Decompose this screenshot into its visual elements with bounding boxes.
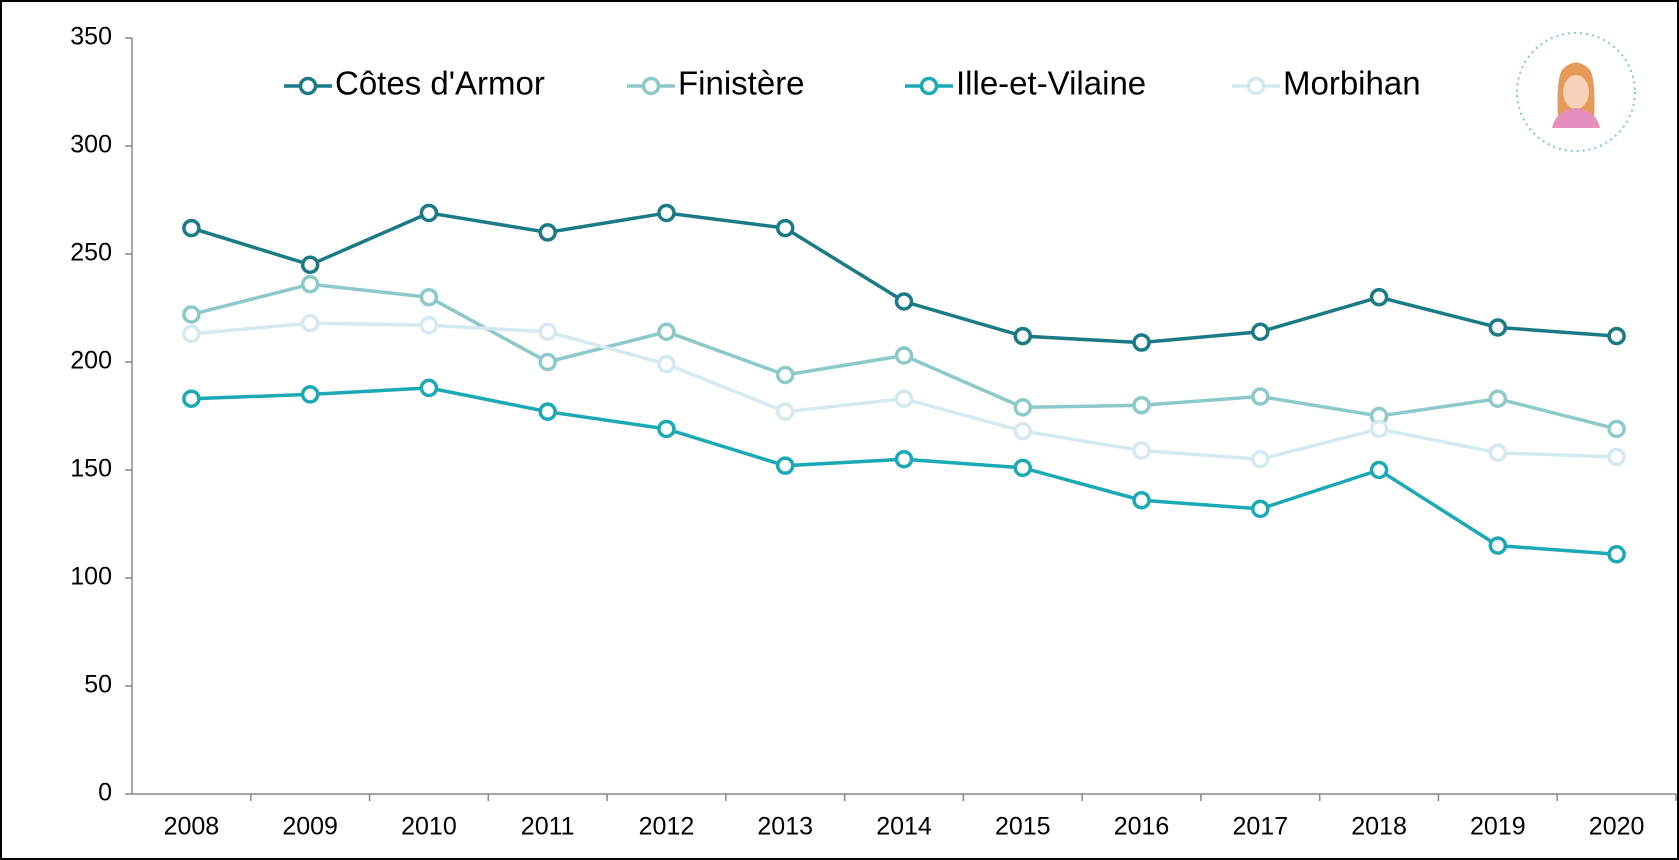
point — [1490, 445, 1505, 460]
x-tick-label: 2011 — [521, 813, 575, 841]
point — [1134, 493, 1149, 508]
point — [1015, 424, 1030, 439]
point — [540, 324, 555, 339]
point — [1372, 463, 1387, 478]
point — [303, 316, 318, 331]
point — [1134, 335, 1149, 350]
y-tick-label: 0 — [98, 779, 112, 807]
point — [540, 225, 555, 240]
y-tick-label: 150 — [70, 455, 112, 483]
legend-label: Ille-et-Vilaine — [956, 65, 1146, 102]
point — [1609, 547, 1624, 562]
point — [1372, 290, 1387, 305]
x-tick-label: 2008 — [164, 813, 220, 841]
y-tick-label: 250 — [70, 239, 112, 267]
point — [1253, 389, 1268, 404]
point — [1372, 421, 1387, 436]
point — [184, 326, 199, 341]
point — [184, 307, 199, 322]
point — [1134, 443, 1149, 458]
point — [1490, 391, 1505, 406]
frame — [1, 1, 1678, 859]
x-tick-label: 2012 — [639, 813, 695, 841]
x-tick-label: 2017 — [1232, 813, 1288, 841]
point — [1015, 400, 1030, 415]
x-tick-label: 2010 — [401, 813, 457, 841]
point — [659, 205, 674, 220]
y-tick-label: 50 — [84, 671, 112, 699]
point — [1609, 421, 1624, 436]
point — [540, 404, 555, 419]
y-tick-label: 100 — [70, 563, 112, 591]
point — [897, 391, 912, 406]
point — [778, 458, 793, 473]
point — [778, 221, 793, 236]
point — [421, 380, 436, 395]
point — [897, 348, 912, 363]
y-tick-label: 300 — [70, 131, 112, 159]
point — [1015, 329, 1030, 344]
x-tick-label: 2018 — [1351, 813, 1407, 841]
legend-label: Finistère — [678, 65, 805, 102]
point — [1015, 460, 1030, 475]
point — [1253, 324, 1268, 339]
point — [659, 421, 674, 436]
legend-marker — [1249, 79, 1264, 94]
legend-marker — [922, 79, 937, 94]
point — [897, 294, 912, 309]
point — [421, 205, 436, 220]
x-tick-label: 2013 — [757, 813, 813, 841]
point — [1490, 320, 1505, 335]
point — [540, 355, 555, 370]
x-tick-label: 2009 — [282, 813, 338, 841]
x-tick-label: 2016 — [1114, 813, 1170, 841]
point — [778, 367, 793, 382]
legend-marker — [644, 79, 659, 94]
point — [1253, 501, 1268, 516]
chart: 0 50 100 150 200 250 300 350 2008 2009 2010 2011 201… — [0, 0, 1679, 860]
point — [1490, 538, 1505, 553]
point — [421, 290, 436, 305]
point — [184, 221, 199, 236]
point — [1253, 452, 1268, 467]
point — [659, 357, 674, 372]
point — [1609, 450, 1624, 465]
point — [1134, 398, 1149, 413]
point — [1609, 329, 1624, 344]
x-tick-label: 2015 — [995, 813, 1051, 841]
point — [184, 391, 199, 406]
point — [421, 318, 436, 333]
point — [778, 404, 793, 419]
x-tick-label: 2019 — [1470, 813, 1526, 841]
legend-label: Côtes d'Armor — [335, 65, 545, 102]
point — [659, 324, 674, 339]
point — [303, 387, 318, 402]
point — [303, 257, 318, 272]
y-tick-label: 350 — [70, 23, 112, 51]
legend-label: Morbihan — [1283, 65, 1421, 102]
point — [303, 277, 318, 292]
y-tick-label: 200 — [70, 347, 112, 375]
x-tick-label: 2020 — [1589, 813, 1645, 841]
point — [897, 452, 912, 467]
legend-marker — [301, 79, 316, 94]
x-tick-label: 2014 — [876, 813, 932, 841]
